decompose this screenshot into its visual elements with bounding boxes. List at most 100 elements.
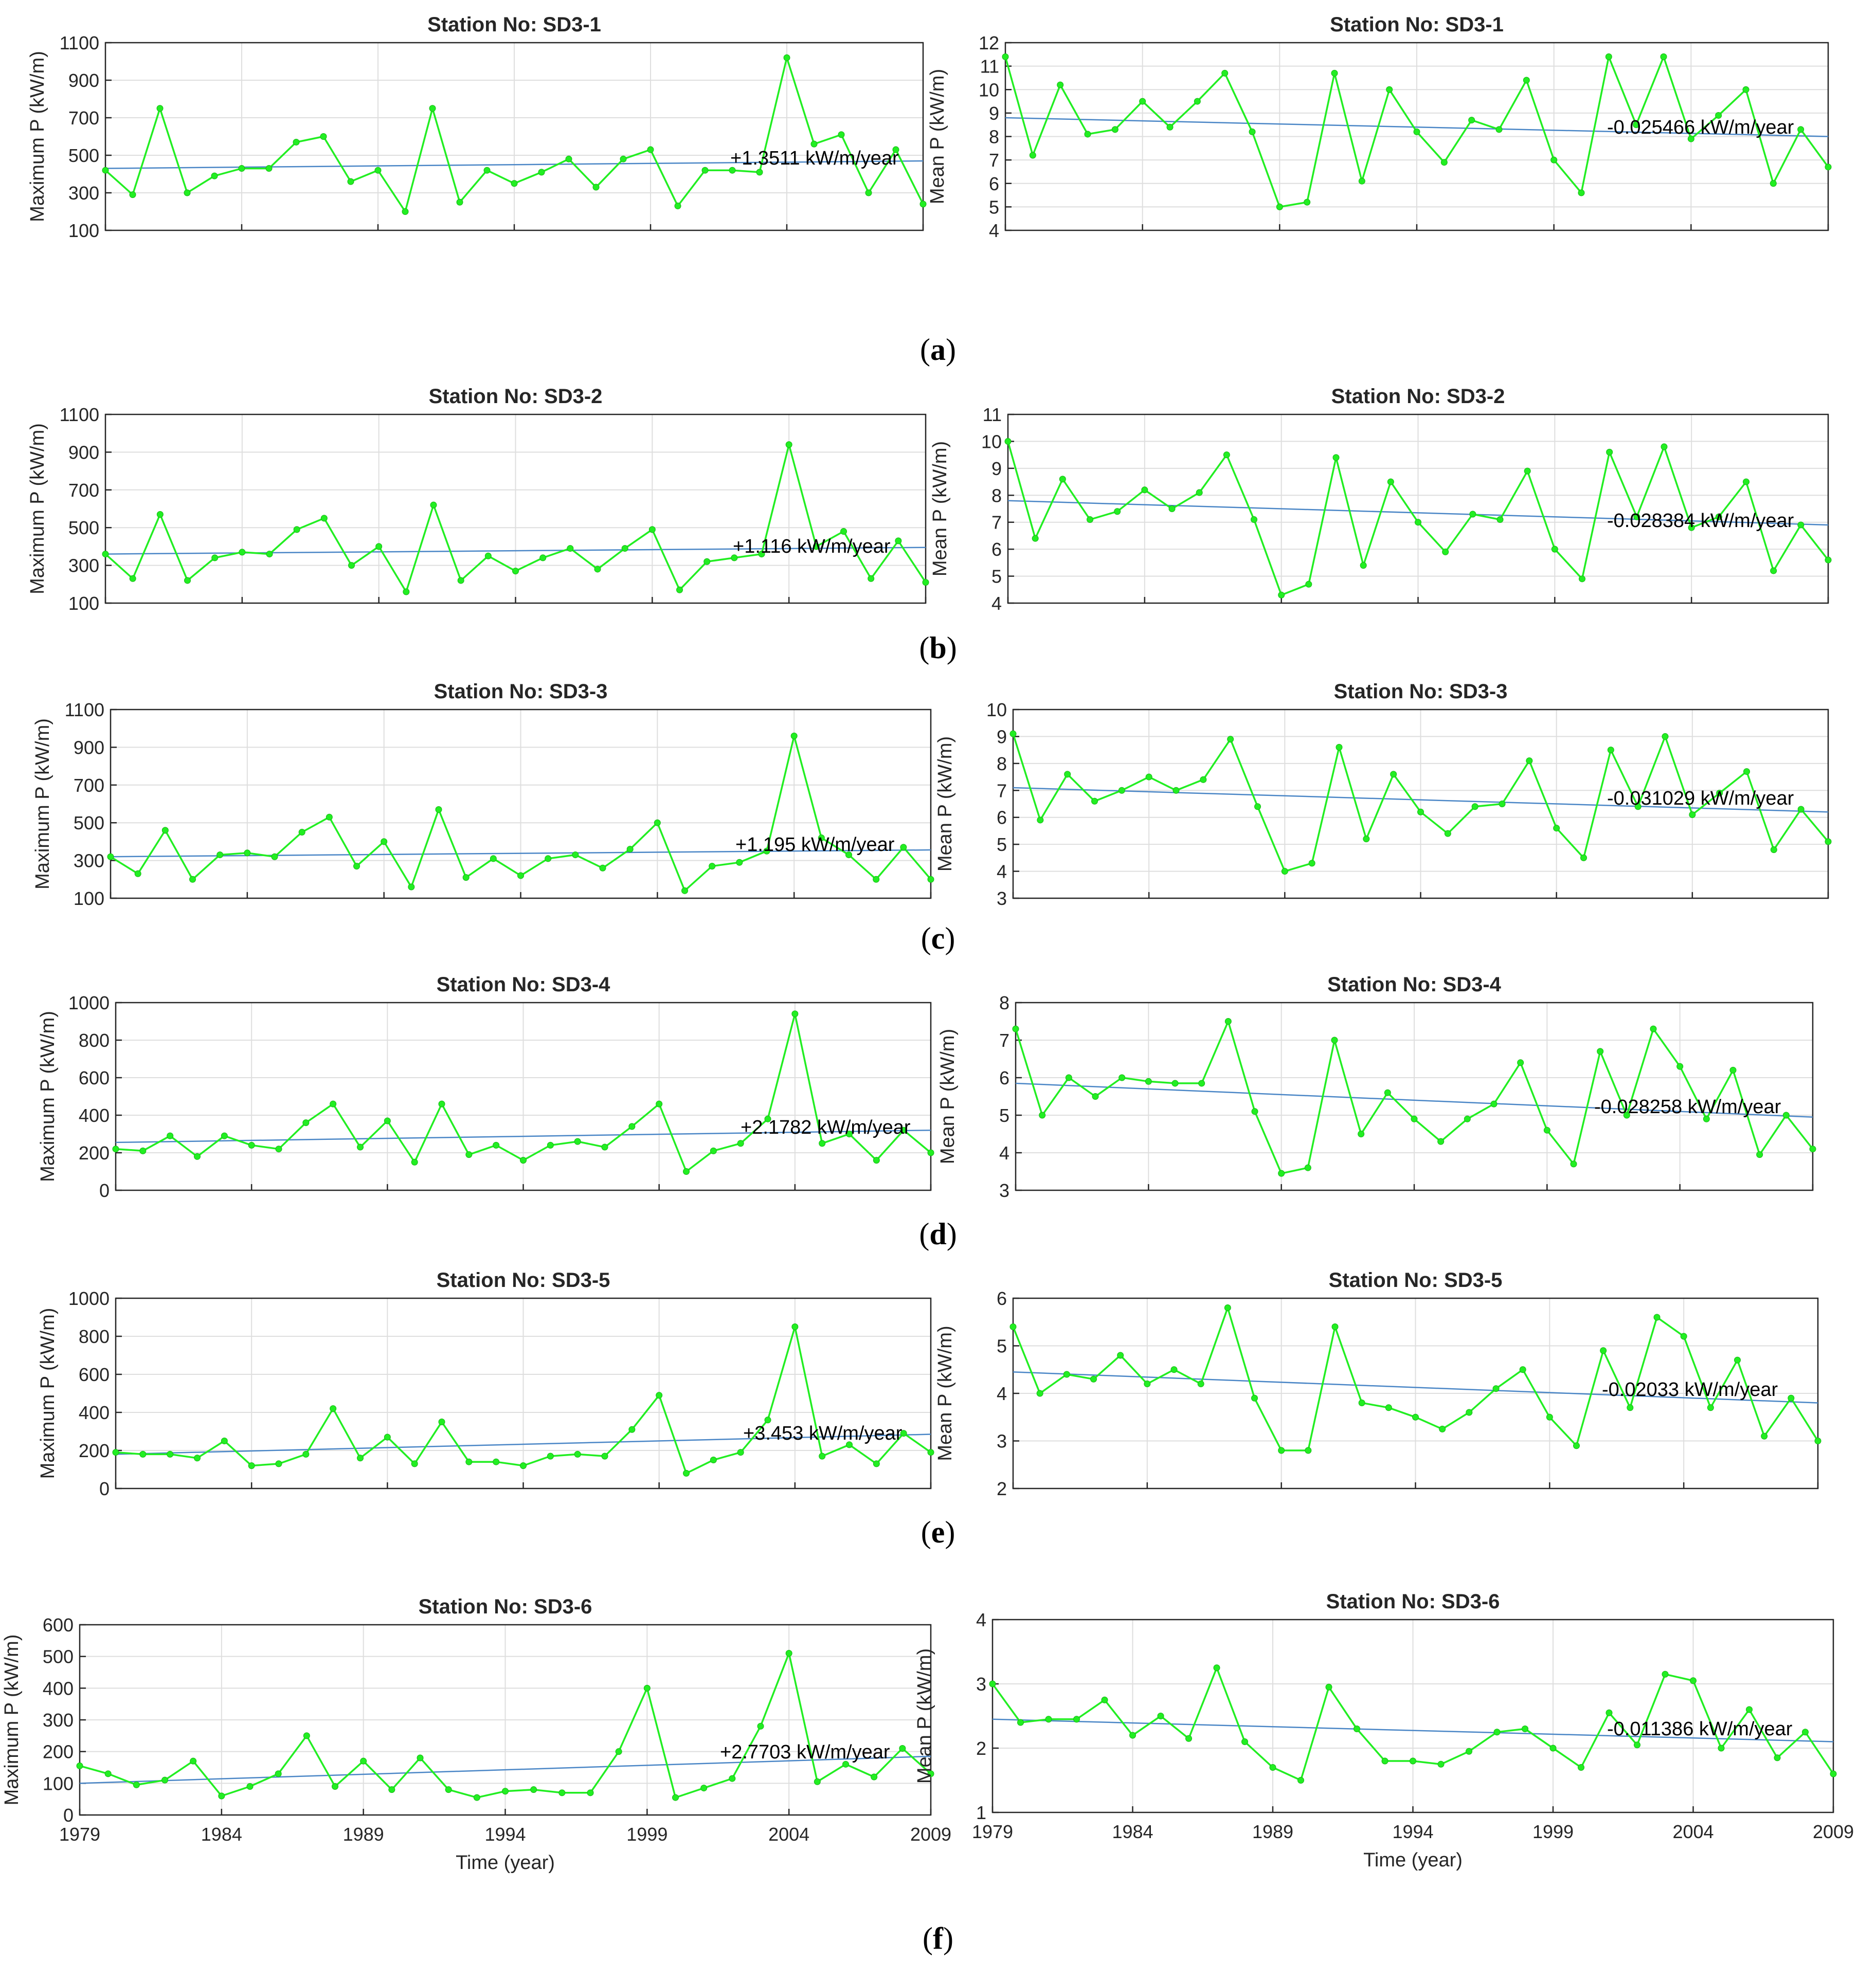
data-point: [814, 1778, 821, 1785]
data-point: [1387, 478, 1394, 485]
data-point: [330, 1405, 337, 1412]
data-point: [184, 577, 191, 584]
y-tick-label: 7: [991, 512, 1002, 533]
data-point: [239, 549, 246, 556]
data-point: [1492, 1385, 1500, 1392]
data-point: [1331, 69, 1338, 77]
data-point: [1437, 1760, 1445, 1768]
chart-title: Station No: SD3-3: [1334, 680, 1508, 703]
chart-title: Station No: SD3-4: [1327, 973, 1502, 996]
data-point: [1170, 1366, 1178, 1373]
data-point: [1606, 448, 1613, 456]
data-point: [1662, 1671, 1669, 1678]
data-point: [873, 876, 880, 883]
data-point: [520, 1462, 527, 1469]
data-point: [107, 853, 114, 860]
chart-panel: 100 300 500 700 900 1100 Station No: SD3-3 Maxi…: [32, 680, 934, 909]
data-point: [1442, 548, 1449, 555]
data-point: [1743, 478, 1749, 485]
data-point: [275, 1770, 282, 1777]
data-point: [1770, 846, 1777, 854]
data-point: [737, 1449, 744, 1456]
data-point: [1543, 1127, 1550, 1134]
data-point: [1249, 128, 1256, 135]
chart-title: Station No: SD3-1: [427, 13, 601, 36]
data-point: [1196, 489, 1203, 496]
data-point: [139, 1450, 147, 1458]
data-point: [1332, 454, 1340, 461]
data-point: [320, 133, 327, 140]
y-tick-label: 200: [79, 1142, 110, 1164]
data-point: [1469, 511, 1476, 518]
x-tick-label: 1989: [343, 1824, 384, 1845]
data-point: [892, 146, 899, 153]
data-point: [1412, 1413, 1419, 1421]
data-point: [221, 1438, 228, 1444]
data-point: [1499, 801, 1506, 807]
data-point: [1756, 1151, 1763, 1158]
data-point: [1417, 808, 1424, 815]
data-point: [483, 167, 491, 174]
data-point: [384, 1117, 391, 1124]
data-point: [1304, 198, 1311, 206]
x-tick-label: 1984: [201, 1824, 242, 1845]
data-point: [189, 876, 196, 883]
data-point: [194, 1455, 201, 1462]
data-point: [1004, 438, 1012, 445]
data-point: [1413, 128, 1420, 135]
data-point: [615, 1748, 622, 1755]
y-tick-label: 100: [68, 220, 99, 241]
y-tick-label: 500: [74, 812, 104, 833]
data-point: [408, 883, 415, 891]
y-tick-label: 600: [79, 1067, 110, 1088]
data-point: [375, 543, 383, 550]
trend-line: [1013, 1371, 1818, 1404]
data-point: [1227, 736, 1234, 743]
data-point: [403, 588, 410, 595]
data-point: [620, 155, 627, 162]
data-point: [493, 1141, 500, 1149]
data-point: [511, 180, 518, 187]
data-point: [102, 167, 109, 174]
data-point: [388, 1786, 395, 1793]
data-point: [1297, 1777, 1304, 1784]
data-point: [1802, 1729, 1809, 1736]
x-tick-label: 1984: [1112, 1821, 1153, 1842]
data-point: [1570, 1160, 1577, 1168]
y-tick-label: 9: [991, 458, 1002, 479]
data-point: [1606, 1709, 1613, 1716]
data-point: [819, 1140, 826, 1147]
data-point: [1466, 1748, 1472, 1755]
data-point: [265, 165, 273, 172]
data-point: [1200, 776, 1207, 783]
data-point: [1703, 1115, 1710, 1122]
data-point: [1493, 1729, 1501, 1736]
data-point: [1144, 1381, 1151, 1387]
data-point: [1715, 513, 1722, 520]
data-point: [457, 577, 464, 584]
data-point: [1101, 1696, 1108, 1703]
y-tick-label: 5: [997, 834, 1007, 855]
y-tick-label: 0: [99, 1478, 110, 1499]
data-point: [1009, 730, 1017, 737]
y-tick-label: 500: [68, 517, 99, 538]
data-point: [465, 1151, 473, 1158]
data-point: [818, 834, 825, 842]
data-point: [1308, 860, 1315, 867]
y-tick-label: 6: [997, 1288, 1007, 1309]
data-point: [927, 876, 934, 883]
data-point: [785, 441, 792, 448]
data-point: [1490, 1100, 1498, 1107]
data-point: [900, 1127, 907, 1134]
data-point: [545, 855, 552, 862]
y-tick-label: 8: [999, 992, 1009, 1013]
data-point: [490, 855, 497, 862]
y-tick-label: 600: [43, 1614, 74, 1636]
data-point: [104, 1770, 112, 1777]
data-point: [1009, 1323, 1017, 1330]
data-point: [1171, 1080, 1179, 1087]
data-point: [1524, 467, 1531, 475]
data-point: [1139, 98, 1146, 105]
data-point: [1254, 803, 1261, 810]
